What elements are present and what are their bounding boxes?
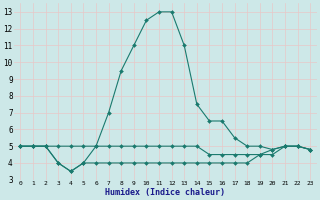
X-axis label: Humidex (Indice chaleur): Humidex (Indice chaleur) [105, 188, 225, 197]
